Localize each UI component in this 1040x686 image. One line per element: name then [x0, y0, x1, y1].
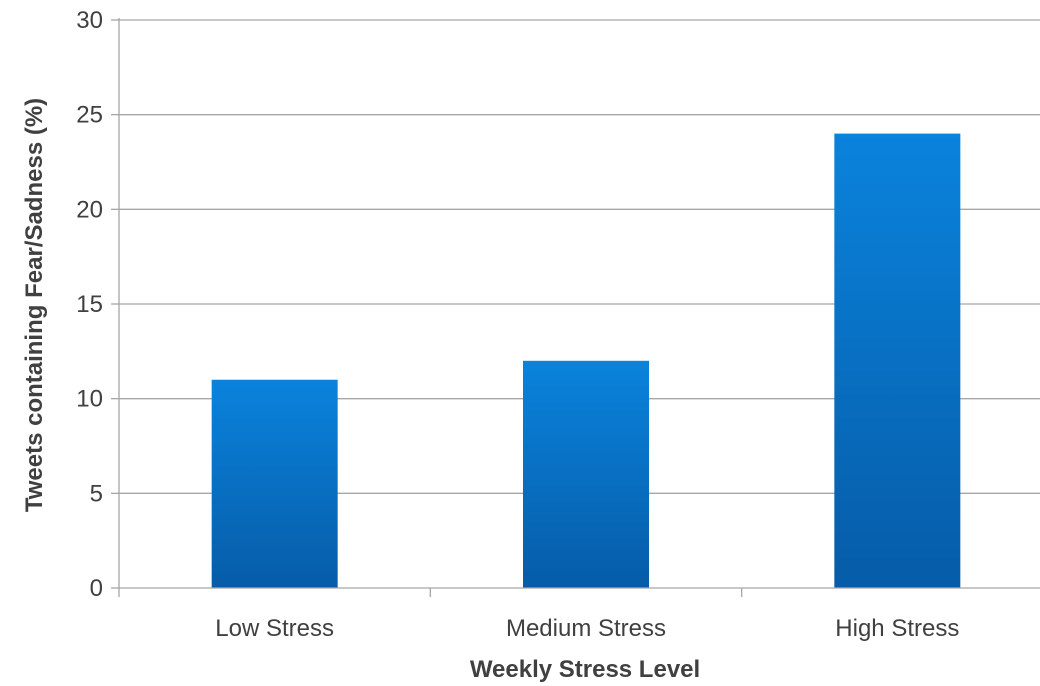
x-tick-labels: Low Stress Medium Stress High Stress: [215, 615, 959, 642]
x-axis-title: Weekly Stress Level: [470, 656, 700, 683]
bar-medium-stress: [523, 360, 649, 588]
y-axis-title: Tweets containing Fear/Sadness (%): [21, 98, 48, 512]
x-tick-label: Low Stress: [215, 615, 334, 642]
y-tick-label: 0: [90, 575, 103, 602]
bar-low-stress: [211, 379, 338, 588]
x-tick-label: Medium Stress: [506, 615, 666, 642]
y-tick-label: 15: [76, 291, 103, 318]
y-tick-label: 5: [90, 480, 103, 507]
bars: [211, 133, 961, 588]
y-tick-label: 25: [76, 102, 103, 129]
x-tick-label: High Stress: [835, 615, 959, 642]
y-tick-labels: 0 5 10 15 20 25 30: [76, 7, 103, 602]
y-tick-label: 10: [76, 386, 103, 413]
y-tick-label: 30: [76, 7, 103, 34]
bar-high-stress: [834, 133, 961, 588]
axes: [118, 18, 1040, 597]
y-tick-label: 20: [76, 196, 103, 223]
